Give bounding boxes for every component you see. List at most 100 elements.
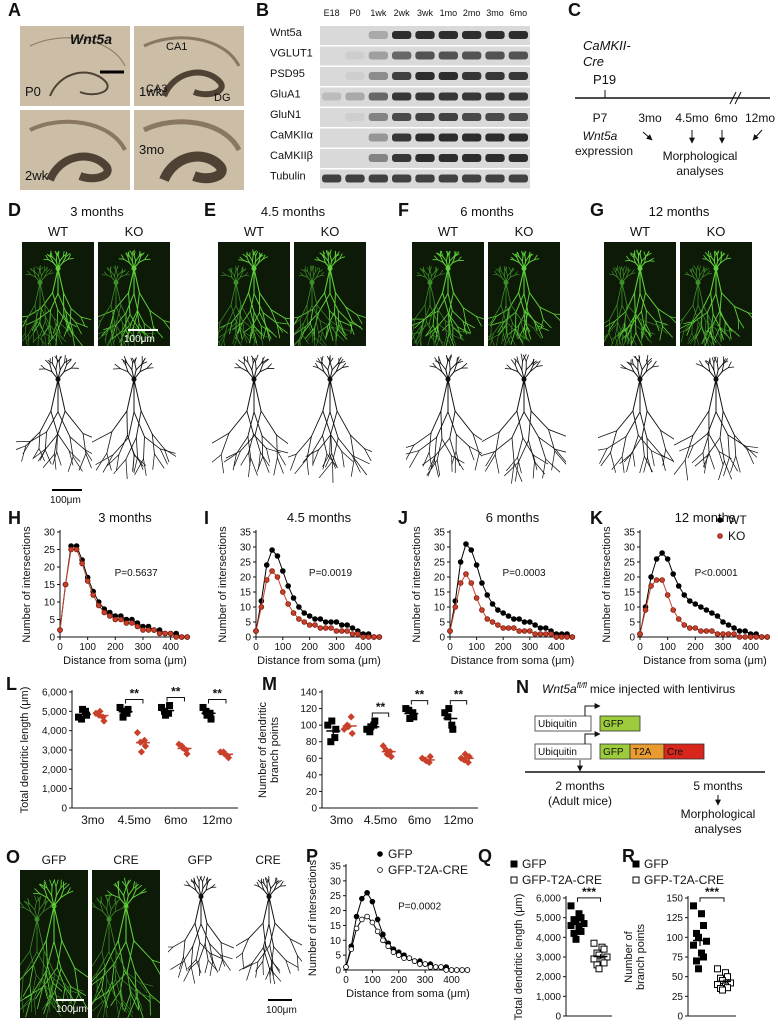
dendrite: [612, 267, 617, 273]
dendrite: [436, 338, 440, 346]
dendrite: [429, 275, 432, 283]
dendrite: [432, 334, 444, 344]
dendrite: [190, 879, 195, 885]
dendrite: [447, 378, 456, 412]
dendrite: [701, 334, 706, 345]
dendrite: [294, 325, 307, 336]
dendrite: [634, 292, 636, 314]
dendrite: [488, 335, 492, 342]
y-axis-label: Number of intersections: [307, 859, 319, 976]
dendrite: [505, 270, 508, 277]
dendrite: [69, 436, 86, 451]
dendrite: [43, 984, 48, 999]
dendrite: [49, 901, 54, 908]
dendrite: [440, 256, 444, 264]
dendrite: [704, 360, 709, 366]
data-point: [495, 622, 501, 628]
dendrite: [236, 952, 243, 959]
dendrite: [317, 357, 322, 364]
dendrite: [497, 320, 505, 333]
dendrite: [144, 436, 161, 450]
dendrite: [35, 266, 41, 271]
dendrite: [430, 326, 438, 339]
region-label: CA3: [146, 83, 167, 95]
dendrite: [187, 959, 197, 970]
dendrite: [401, 326, 405, 334]
dendrite: [656, 324, 668, 334]
data-point: [572, 935, 580, 943]
dendrite: [711, 357, 715, 364]
dendrite: [328, 319, 341, 329]
dendrite: [106, 267, 111, 272]
dendrite: [172, 939, 186, 948]
dendrite: [507, 271, 512, 277]
dendrite: [521, 250, 524, 257]
dendrite: [518, 267, 525, 294]
dendrite: [439, 269, 444, 275]
data-point: [537, 631, 544, 637]
dendrite: [646, 354, 649, 364]
blot-band: [368, 51, 388, 60]
dendrite: [22, 315, 29, 318]
data-point: [505, 625, 512, 631]
y-tick-label: 80: [306, 737, 318, 748]
dendrite: [115, 275, 118, 283]
dendrite: [235, 276, 241, 283]
dendrite: [721, 367, 729, 373]
dendrite: [289, 938, 298, 957]
gene-label: Wnt5a: [70, 31, 112, 47]
data-point: [374, 928, 381, 935]
dendrite: [67, 254, 72, 260]
dendrite: [57, 371, 65, 380]
panel-letter: I: [204, 508, 209, 528]
dendrite: [71, 332, 76, 346]
dendrite: [617, 270, 621, 277]
dendrite: [116, 304, 122, 321]
dendrite: [21, 996, 24, 1013]
dendrite: [700, 321, 705, 336]
dendrite: [321, 363, 329, 371]
data-point: [328, 619, 334, 625]
micrograph: [604, 242, 676, 346]
dendrite: [107, 337, 113, 346]
dendrite: [439, 273, 446, 275]
dendrite: [704, 332, 714, 340]
dendrite: [329, 371, 337, 380]
dendrite: [20, 998, 35, 1010]
dendrite: [78, 453, 87, 471]
dendrite: [446, 335, 452, 346]
dendrite: [125, 897, 134, 907]
dendrite: [303, 305, 313, 324]
dendrite: [311, 276, 317, 283]
dendrite: [448, 251, 451, 257]
dendrite: [702, 258, 708, 260]
dendrite: [262, 456, 270, 473]
data-point: [306, 622, 313, 628]
dendrite: [66, 890, 74, 894]
dendrite: [528, 292, 541, 308]
legend-label: GFP-T2A-CRE: [388, 863, 468, 877]
legend-marker: [510, 876, 518, 884]
panel-letter: D: [8, 200, 21, 220]
dendrite: [525, 310, 528, 328]
protein-label: PSD95: [270, 68, 305, 80]
dendrite: [118, 434, 128, 456]
dendrite: [61, 940, 76, 969]
dendrite: [598, 437, 599, 438]
dendrite: [518, 292, 525, 311]
micrograph: [22, 242, 94, 346]
dendrite: [126, 338, 129, 346]
dendrite: [261, 435, 278, 451]
data-point: [542, 625, 549, 631]
dendrite: [26, 304, 36, 321]
dendrite: [49, 879, 53, 887]
dendrite: [55, 354, 58, 363]
dendrite: [710, 256, 715, 262]
dendrite: [240, 451, 249, 466]
dendrite: [662, 449, 666, 466]
dendrite: [515, 292, 525, 313]
dendrite: [241, 333, 245, 343]
dendrite: [431, 271, 436, 277]
data-point: [637, 631, 643, 637]
data-point: [353, 913, 360, 920]
